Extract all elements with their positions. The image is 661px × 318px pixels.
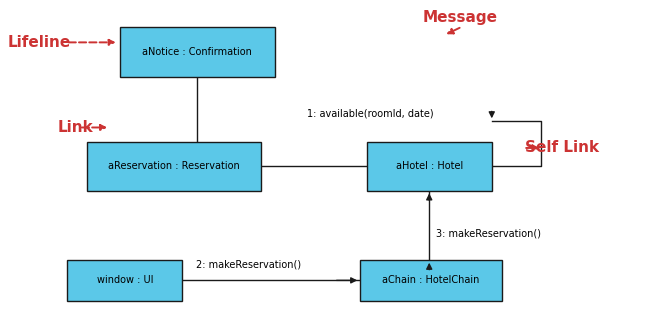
Text: aNotice : Confirmation: aNotice : Confirmation [142,47,252,57]
Text: Self Link: Self Link [525,141,599,156]
Text: Lifeline: Lifeline [8,35,71,50]
Text: Link: Link [58,120,93,135]
Text: 3: makeReservation(): 3: makeReservation() [436,228,541,238]
Text: aChain : HotelChain: aChain : HotelChain [382,275,480,285]
Text: window : UI: window : UI [97,275,153,285]
FancyBboxPatch shape [87,142,261,190]
FancyBboxPatch shape [120,27,274,77]
Text: 2: makeReservation(): 2: makeReservation() [196,259,301,270]
FancyBboxPatch shape [67,260,182,301]
Text: aHotel : Hotel: aHotel : Hotel [395,161,463,171]
Text: Message: Message [422,10,498,25]
Text: aReservation : Reservation: aReservation : Reservation [108,161,240,171]
Text: 1: available(roomId, date): 1: available(roomId, date) [307,108,434,118]
FancyBboxPatch shape [367,142,492,190]
FancyBboxPatch shape [360,260,502,301]
